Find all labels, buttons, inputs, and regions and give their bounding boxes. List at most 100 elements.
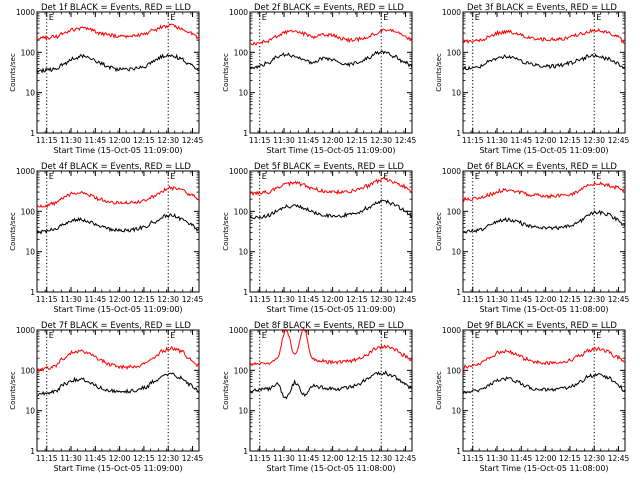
panel-title: Det 1f BLACK = Events, RED = LLD xyxy=(41,3,191,13)
y-tick-label: 10 xyxy=(451,407,461,416)
y-tick-label: 100 xyxy=(21,366,36,375)
y-tick-label: 100 xyxy=(447,366,462,375)
event-marker-label: E xyxy=(262,331,267,340)
y-axis-label: Counts/sec xyxy=(222,53,230,92)
event-marker-label: E xyxy=(170,172,175,181)
x-tick-label: 11:15 xyxy=(462,136,484,145)
x-tick-label: 12:45 xyxy=(182,295,204,304)
x-tick-label: 11:30 xyxy=(486,136,508,145)
series-line-red xyxy=(249,327,413,367)
event-marker-label: E xyxy=(170,331,175,340)
series-line-black xyxy=(249,370,413,400)
y-axis-label: Counts/sec xyxy=(9,53,17,92)
x-tick-label: 12:00 xyxy=(109,454,131,463)
x-tick-label: 11:45 xyxy=(511,454,533,463)
panel-title: Det 6f BLACK = Events, RED = LLD xyxy=(467,162,617,172)
x-tick-label: 12:30 xyxy=(157,295,179,304)
y-axis-label: Counts/sec xyxy=(435,371,443,410)
series-line-black xyxy=(462,372,626,395)
x-tick-label: 12:30 xyxy=(370,295,392,304)
y-tick-label: 1000 xyxy=(229,167,248,176)
x-tick-label: 12:30 xyxy=(157,136,179,145)
y-tick-label: 10 xyxy=(451,248,461,257)
y-tick-label: 1 xyxy=(456,129,461,138)
x-tick-label: 11:45 xyxy=(85,454,107,463)
series-line-red xyxy=(462,27,626,45)
x-tick-label: 12:45 xyxy=(395,136,417,145)
y-tick-label: 1000 xyxy=(229,326,248,335)
event-marker-label: E xyxy=(262,172,267,181)
event-marker-label: E xyxy=(475,13,480,22)
x-tick-label: 12:00 xyxy=(535,295,557,304)
x-tick-label: 11:15 xyxy=(36,454,58,463)
y-axis-label: Counts/sec xyxy=(435,212,443,251)
x-tick-label: 12:15 xyxy=(133,295,155,304)
y-tick-label: 10 xyxy=(451,89,461,98)
x-tick-label: 12:30 xyxy=(157,454,179,463)
series-line-black xyxy=(462,209,626,234)
x-tick-label: 11:30 xyxy=(273,454,295,463)
series-line-red xyxy=(462,181,626,203)
detector-panel-8: Det 8f BLACK = Events, RED = LLD 1 10 100 10… xyxy=(222,321,417,473)
y-tick-label: 100 xyxy=(234,207,249,216)
series-line-red xyxy=(36,345,200,373)
y-tick-label: 100 xyxy=(21,48,36,57)
y-tick-label: 1 xyxy=(243,288,248,297)
series-line-black xyxy=(36,372,199,397)
x-tick-label: 11:30 xyxy=(60,136,82,145)
x-axis-label: Start Time (15-Oct-05 11:08:00) xyxy=(266,464,395,473)
x-tick-label: 11:30 xyxy=(486,295,508,304)
y-tick-label: 1000 xyxy=(229,8,248,17)
series-line-red xyxy=(36,23,200,41)
event-marker-label: E xyxy=(383,13,388,22)
y-tick-label: 10 xyxy=(238,89,248,98)
y-tick-label: 1000 xyxy=(442,326,461,335)
panel-title: Det 7f BLACK = Events, RED = LLD xyxy=(41,321,191,331)
y-tick-label: 100 xyxy=(447,207,462,216)
y-tick-label: 1000 xyxy=(442,8,461,17)
y-tick-label: 10 xyxy=(238,248,248,257)
x-tick-label: 11:45 xyxy=(511,136,533,145)
x-tick-label: 11:15 xyxy=(249,295,271,304)
y-tick-label: 1 xyxy=(30,288,35,297)
series-line-black xyxy=(250,199,413,220)
x-tick-label: 12:45 xyxy=(395,454,417,463)
series-line-black xyxy=(36,212,200,235)
x-tick-label: 12:45 xyxy=(608,295,630,304)
y-tick-label: 1000 xyxy=(442,167,461,176)
x-tick-label: 12:45 xyxy=(608,454,630,463)
y-tick-label: 1 xyxy=(30,129,35,138)
panel-title: Det 9f BLACK = Events, RED = LLD xyxy=(467,321,617,331)
x-tick-label: 11:45 xyxy=(298,454,320,463)
detector-panel-6: Det 6f BLACK = Events, RED = LLD 1 10 100 10… xyxy=(435,162,630,314)
panel-title: Det 3f BLACK = Events, RED = LLD xyxy=(467,3,617,13)
y-tick-label: 1000 xyxy=(16,8,35,17)
y-tick-label: 10 xyxy=(25,248,35,257)
x-tick-label: 11:45 xyxy=(85,136,107,145)
x-tick-label: 12:15 xyxy=(559,295,581,304)
x-tick-label: 12:15 xyxy=(133,454,155,463)
event-marker-label: E xyxy=(262,13,267,22)
x-tick-label: 11:30 xyxy=(486,454,508,463)
y-axis-label: Counts/sec xyxy=(435,53,443,92)
x-axis-label: Start Time (15-Oct-05 11:08:00) xyxy=(479,464,608,473)
y-tick-label: 10 xyxy=(25,407,35,416)
y-tick-label: 100 xyxy=(447,48,462,57)
plot-frame xyxy=(462,170,626,293)
x-tick-label: 11:15 xyxy=(36,136,58,145)
y-tick-label: 10 xyxy=(25,89,35,98)
series-line-red xyxy=(249,28,413,46)
detector-panel-3: Det 3f BLACK = Events, RED = LLD 1 10 100 10… xyxy=(435,3,630,155)
x-tick-label: 12:00 xyxy=(535,136,557,145)
series-line-black xyxy=(36,53,200,74)
x-tick-label: 11:45 xyxy=(298,295,320,304)
x-tick-label: 12:30 xyxy=(370,136,392,145)
y-tick-label: 10 xyxy=(238,407,248,416)
y-tick-label: 100 xyxy=(234,366,249,375)
x-tick-label: 12:45 xyxy=(182,454,204,463)
x-tick-label: 12:45 xyxy=(395,295,417,304)
x-tick-label: 11:15 xyxy=(462,295,484,304)
x-tick-label: 12:30 xyxy=(370,454,392,463)
x-tick-label: 11:15 xyxy=(36,295,58,304)
